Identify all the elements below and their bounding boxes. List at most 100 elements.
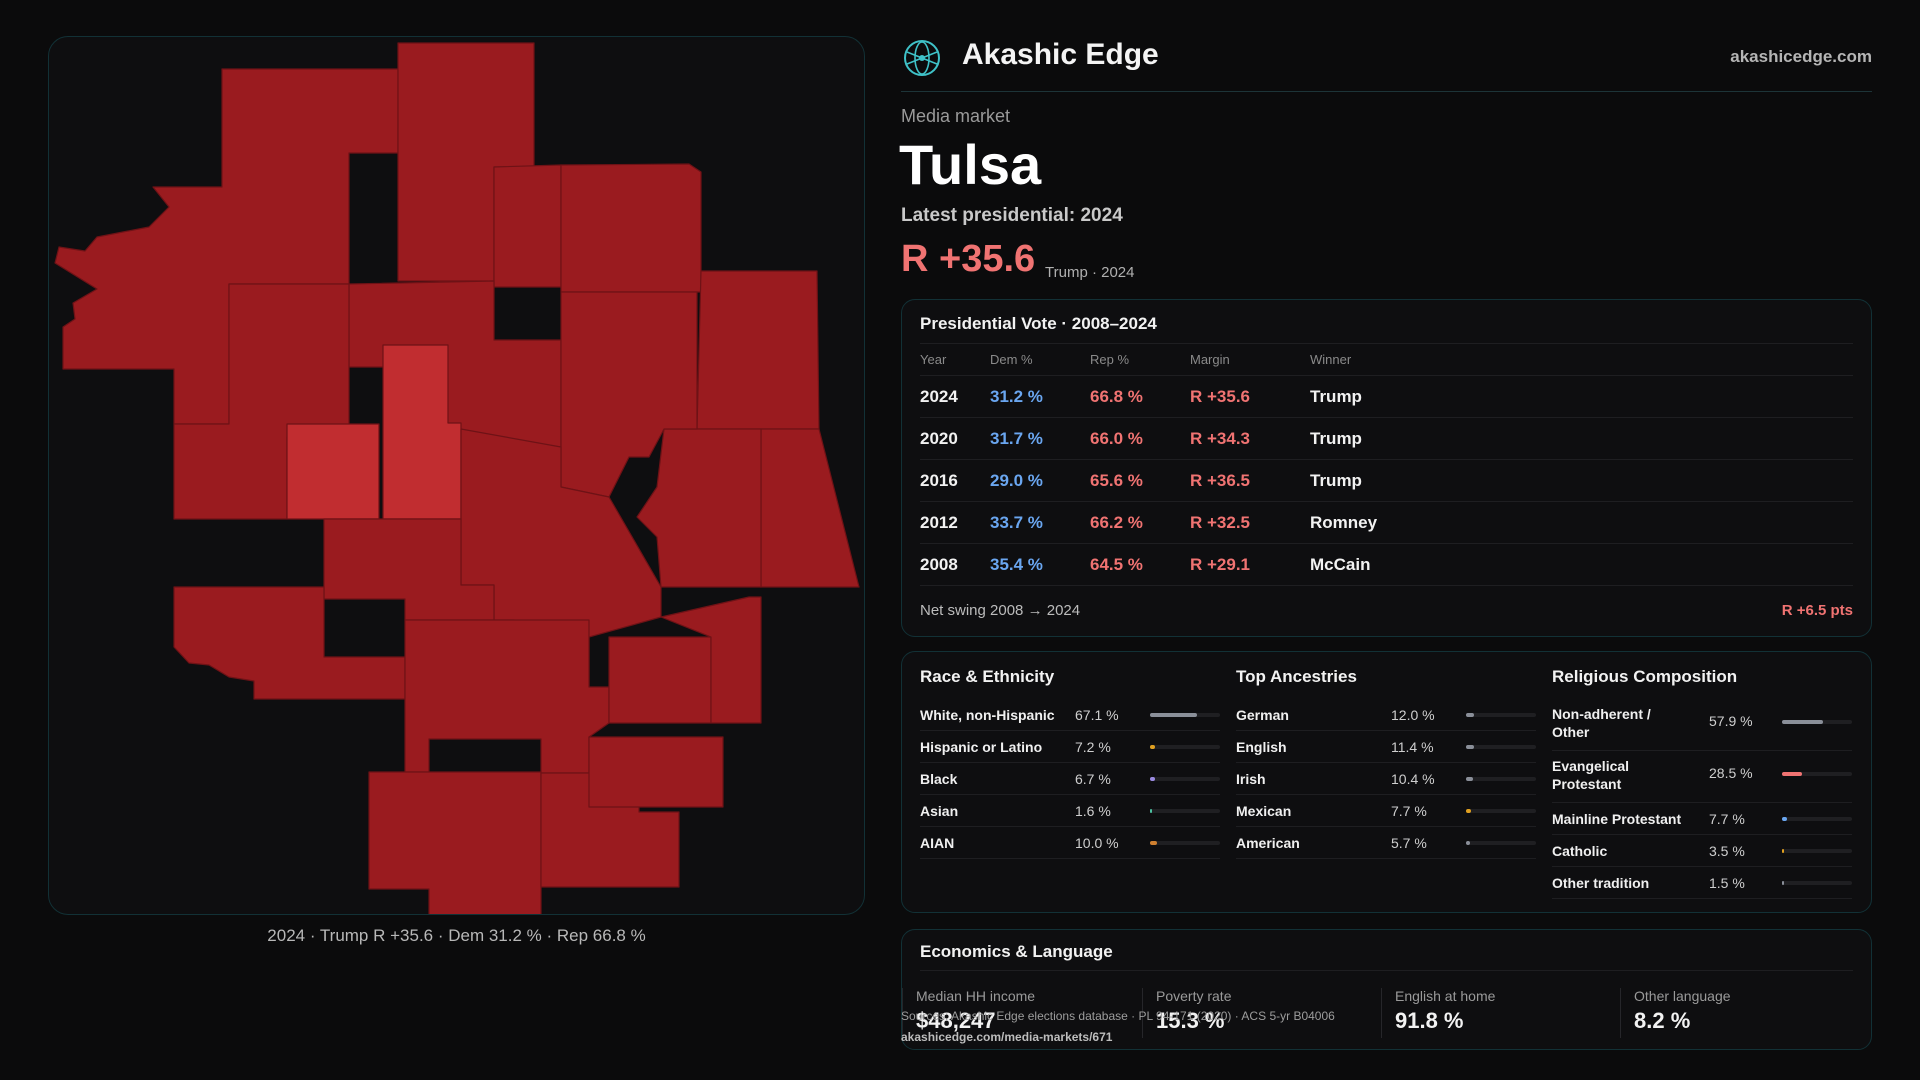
item-bar-fill (1466, 777, 1474, 781)
table-row[interactable]: 2012 33.7 % 66.2 % R +32.5 Romney (920, 502, 1853, 544)
cell-dem: 31.2 % (990, 387, 1043, 406)
stat-other-language: Other language 8.2 % (1620, 988, 1840, 1048)
item-bar (1782, 720, 1852, 724)
county-tulsa-fringe[interactable] (286, 423, 380, 520)
divider (920, 375, 1853, 376)
county-southwest[interactable] (173, 586, 406, 700)
item-bar (1466, 713, 1536, 717)
item-bar-fill (1466, 713, 1475, 717)
county-southeast-b[interactable] (660, 596, 762, 724)
item-value: 3.5 % (1709, 843, 1745, 859)
item-label: Irish (1236, 771, 1266, 787)
item-bar (1782, 849, 1852, 853)
item-bar-fill (1150, 713, 1197, 717)
item-bar (1150, 841, 1220, 845)
item-bar (1466, 745, 1536, 749)
item-value: 6.7 % (1075, 771, 1111, 787)
item-value: 11.4 % (1391, 739, 1434, 755)
stat-value: 8.2 % (1634, 1008, 1691, 1033)
stat-divider (902, 988, 903, 1038)
cell-dem: 29.0 % (990, 471, 1043, 490)
list-item[interactable]: Other tradition 1.5 % (1552, 867, 1852, 899)
county-center-north[interactable] (348, 280, 562, 448)
item-value: 12.0 % (1391, 707, 1435, 723)
headline-margin: R +35.6 (901, 238, 1036, 280)
item-value: 7.2 % (1075, 739, 1111, 755)
list-item[interactable]: American 5.7 % (1236, 827, 1536, 859)
item-bar-fill (1150, 777, 1155, 781)
item-label: Black (920, 771, 958, 787)
item-bar-fill (1782, 817, 1788, 821)
cell-year: 2024 (920, 387, 958, 406)
item-label: American (1236, 835, 1300, 851)
item-bar (1150, 809, 1220, 813)
site-link[interactable]: akashicedge.com (1730, 47, 1872, 66)
county-south-lower[interactable] (404, 619, 610, 774)
list-item[interactable]: Evangelical Protestant 28.5 % (1552, 751, 1852, 803)
item-bar-fill (1466, 841, 1470, 845)
stat-label: English at home (1395, 988, 1496, 1004)
item-value: 67.1 % (1075, 707, 1119, 723)
col-header-dem: Dem % (990, 352, 1033, 367)
item-bar-fill (1150, 809, 1152, 813)
item-value: 28.5 % (1709, 765, 1753, 781)
ancestry-title: Top Ancestries (1236, 667, 1357, 686)
stat-value: $48,247 (916, 1008, 996, 1033)
item-value: 1.6 % (1075, 803, 1111, 819)
cell-margin: R +32.5 (1190, 513, 1251, 532)
county-east-mid[interactable] (636, 428, 762, 588)
item-bar-fill (1466, 809, 1472, 813)
county-map-svg[interactable] (49, 37, 865, 915)
race-title: Race & Ethnicity (920, 667, 1055, 686)
list-item[interactable]: White, non-Hispanic 67.1 % (920, 699, 1220, 731)
stat-value: 15.3 % (1156, 1008, 1225, 1033)
cell-margin: R +36.5 (1190, 471, 1251, 490)
cell-dem: 33.7 % (990, 513, 1043, 532)
list-item[interactable]: Non-adherent / Other 57.9 % (1552, 699, 1852, 751)
cell-dem: 31.7 % (990, 429, 1043, 448)
table-row[interactable]: 2008 35.4 % 64.5 % R +29.1 McCain (920, 544, 1853, 586)
county-northwest[interactable] (54, 68, 399, 425)
sources-url[interactable]: akashicedge.com/media-markets/671 (901, 1030, 1113, 1044)
table-row[interactable]: 2024 31.2 % 66.8 % R +35.6 Trump (920, 376, 1853, 418)
stat-divider (1381, 988, 1382, 1038)
map-caption: 2024 · Trump R +35.6 · Dem 31.2 % · Rep … (267, 926, 646, 945)
item-bar (1150, 713, 1220, 717)
list-item[interactable]: German 12.0 % (1236, 699, 1536, 731)
county-map[interactable] (48, 36, 865, 915)
item-bar-fill (1466, 745, 1474, 749)
cell-winner: Trump (1310, 429, 1362, 448)
list-item[interactable]: Irish 10.4 % (1236, 763, 1536, 795)
table-row[interactable]: 2020 31.7 % 66.0 % R +34.3 Trump (920, 418, 1853, 460)
col-header-margin: Margin (1190, 352, 1230, 367)
item-label: White, non-Hispanic (920, 707, 1055, 723)
county-east-upper[interactable] (696, 270, 820, 430)
list-item[interactable]: Hispanic or Latino 7.2 % (920, 731, 1220, 763)
item-value: 7.7 % (1391, 803, 1427, 819)
county-east-lower[interactable] (760, 428, 860, 588)
list-item[interactable]: Catholic 3.5 % (1552, 835, 1852, 867)
table-row[interactable]: 2016 29.0 % 65.6 % R +36.5 Trump (920, 460, 1853, 502)
list-item[interactable]: Mainline Protestant 7.7 % (1552, 803, 1852, 835)
list-item[interactable]: Mexican 7.7 % (1236, 795, 1536, 827)
religion-title: Religious Composition (1552, 667, 1738, 686)
list-item[interactable]: AIAN 10.0 % (920, 827, 1220, 859)
item-value: 5.7 % (1391, 835, 1427, 851)
net-swing-label: Net swing 2008 → 2024 (920, 602, 1081, 619)
county-north-c[interactable] (560, 163, 702, 293)
cell-winner: Trump (1310, 471, 1362, 490)
econ-title: Economics & Language (920, 942, 1113, 961)
list-item[interactable]: Asian 1.6 % (920, 795, 1220, 827)
county-southeast-a[interactable] (608, 636, 712, 724)
county-deep-south-a[interactable] (368, 771, 542, 915)
list-item[interactable]: English 11.4 % (1236, 731, 1536, 763)
county-deep-south-c[interactable] (588, 736, 724, 808)
list-item[interactable]: Black 6.7 % (920, 763, 1220, 795)
item-label: English (1236, 739, 1287, 755)
col-header-winner: Winner (1310, 352, 1352, 367)
county-north-b[interactable] (493, 164, 562, 288)
item-bar-fill (1782, 881, 1784, 885)
cell-rep: 64.5 % (1090, 555, 1143, 574)
item-bar (1150, 777, 1220, 781)
demographics-card: Race & Ethnicity White, non-Hispanic 67.1… (901, 651, 1872, 913)
